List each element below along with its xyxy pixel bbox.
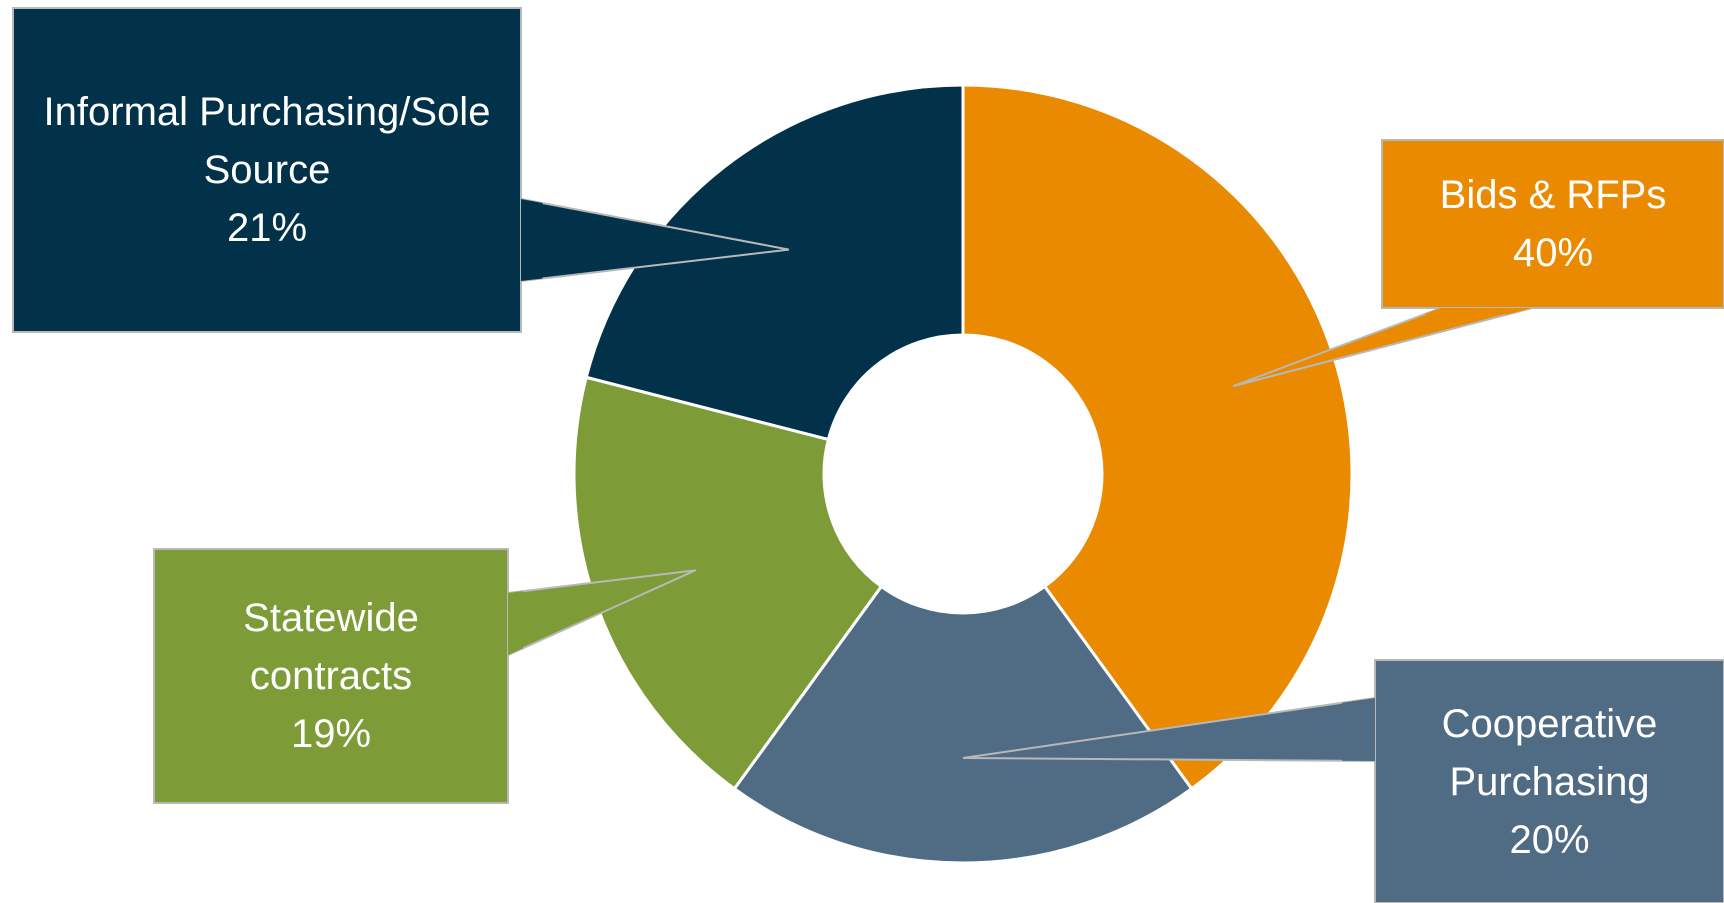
callout-seam	[521, 199, 543, 281]
callout-box	[12, 7, 522, 333]
callout-box	[1381, 139, 1724, 309]
slice-statewide-contracts	[572, 375, 884, 791]
callout-seam	[508, 591, 524, 655]
callout-bids-rfps	[1232, 139, 1724, 388]
callout-seam	[1342, 698, 1375, 761]
slice-cooperative-purchasing	[732, 584, 1194, 865]
callouts-layer	[12, 7, 1724, 903]
slice-bids-rfps	[961, 83, 1354, 791]
callout-seam	[1424, 308, 1532, 315]
callout-box	[1374, 659, 1724, 903]
slices-layer	[572, 83, 1354, 865]
callout-cooperative-purchasing	[962, 659, 1724, 903]
callout-informal-purchasing-sole-source	[12, 7, 790, 333]
callout-box	[153, 548, 509, 804]
callout-statewide-contracts	[153, 548, 697, 804]
